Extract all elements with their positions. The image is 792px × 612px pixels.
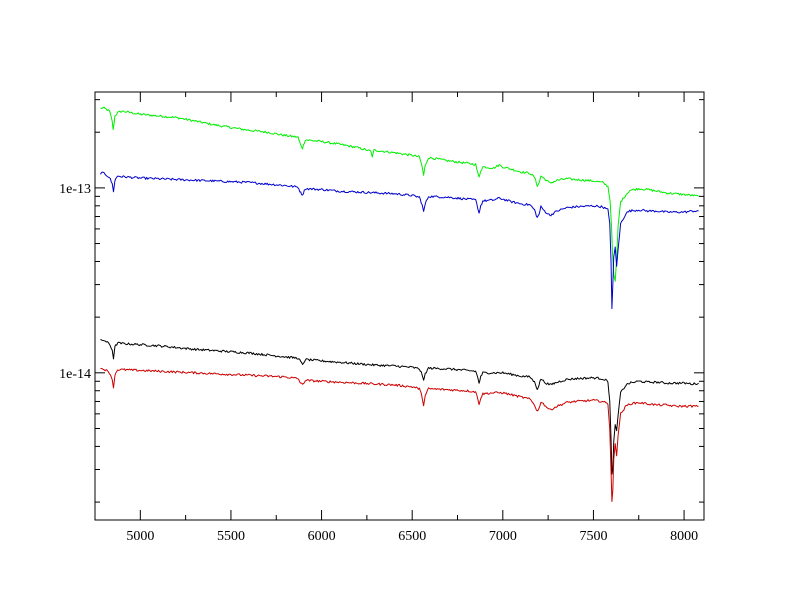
series-line-2 [100,171,699,310]
series-line-4 [100,367,699,503]
x-tick-label: 6000 [308,529,336,544]
plot-frame [94,91,705,521]
x-tick-label: 8000 [670,529,698,544]
x-tick-label: 7000 [489,529,517,544]
series-layer [100,106,699,503]
series-line-1 [100,106,699,282]
series-line-3 [100,338,699,475]
x-tick-label: 6500 [398,529,426,544]
y-tick-label: 1e-14 [59,367,91,382]
x-tick-label: 7500 [579,529,607,544]
x-tick-label: 5500 [217,529,245,544]
tick-label-layer: 5000 5500 6000 6500 7000 7500 8000 1e-14 1e-13 [59,182,698,544]
y-tick-label: 1e-13 [59,182,91,197]
x-tick-label: 5000 [126,529,154,544]
